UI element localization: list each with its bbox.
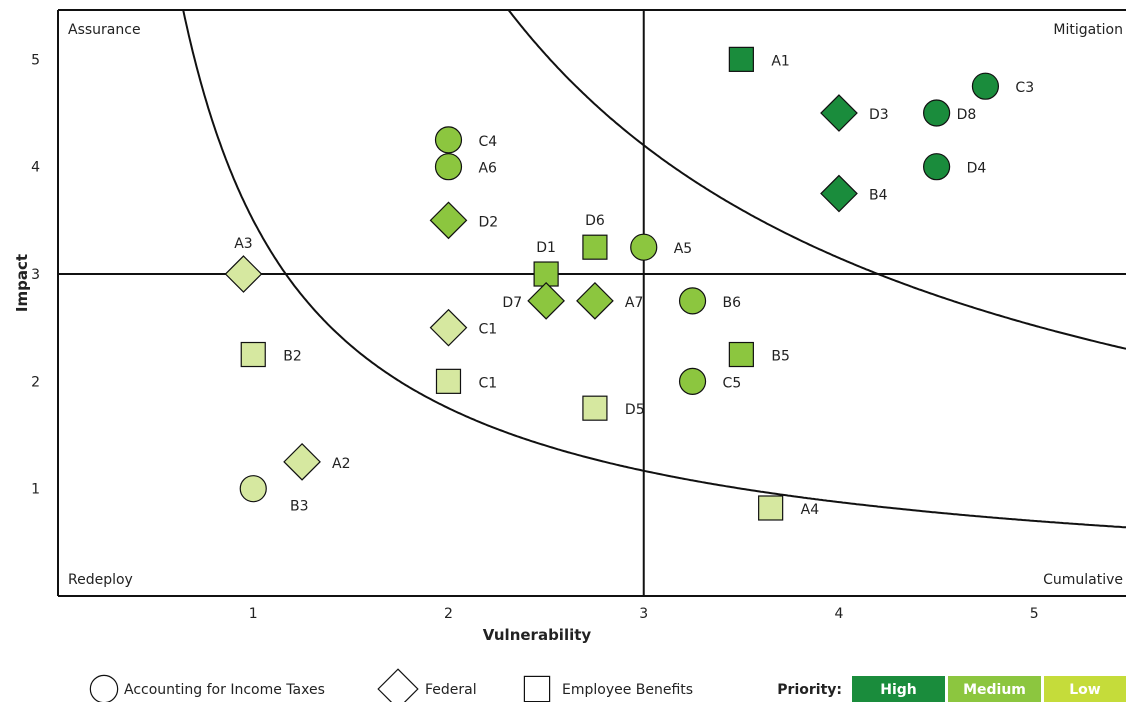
legend-square-icon <box>523 675 551 702</box>
data-point-label: C1 <box>478 322 497 338</box>
quadrant-label-mitigation: Mitigation <box>1053 22 1123 38</box>
data-point-label: B5 <box>771 349 790 365</box>
data-point-label: B2 <box>283 349 302 365</box>
data-point-label: D3 <box>869 107 889 123</box>
priority-label-high: High <box>880 682 917 698</box>
data-point-label: D4 <box>967 161 987 177</box>
y-tick-label: 2 <box>31 374 40 390</box>
x-tick-label: 2 <box>444 606 453 622</box>
data-point-marker <box>527 282 565 320</box>
data-point-label: A3 <box>234 236 252 252</box>
data-point-label: C1 <box>478 375 497 391</box>
priority-legend-title: Priority: <box>777 682 842 698</box>
priority-swatch-high <box>852 676 945 702</box>
data-point-label: D8 <box>957 107 977 123</box>
priority-swatch-low <box>1044 676 1126 702</box>
data-point-marker <box>923 99 951 127</box>
legend-label: Accounting for Income Taxes <box>124 682 325 698</box>
data-point-marker <box>678 287 707 315</box>
data-point-label: D6 <box>585 213 605 229</box>
data-point-label: D1 <box>536 240 556 256</box>
legend-label: Federal <box>425 682 477 698</box>
data-point-label: A6 <box>478 161 497 177</box>
legend-diamond-icon <box>377 668 419 702</box>
data-point-marker <box>239 475 267 503</box>
data-point-marker <box>429 201 468 240</box>
legend-circle-icon <box>89 674 119 702</box>
data-point-marker <box>678 367 707 395</box>
data-point-marker <box>435 368 462 394</box>
data-point-label: C4 <box>478 134 497 150</box>
data-point-marker <box>728 341 754 368</box>
data-point-label: B4 <box>869 188 888 204</box>
data-point-label: A5 <box>674 241 692 257</box>
y-tick-label: 4 <box>31 160 40 176</box>
x-tick-label: 3 <box>639 606 648 622</box>
data-point-label: A4 <box>801 502 820 518</box>
data-point-marker <box>576 282 614 320</box>
x-tick-label: 1 <box>249 606 258 622</box>
data-point-label: C5 <box>723 375 742 391</box>
priority-label-medium: Medium <box>963 682 1026 698</box>
data-point-label: A2 <box>332 456 350 472</box>
y-tick-label: 1 <box>31 482 40 498</box>
data-point-label: A1 <box>771 53 789 69</box>
quadrant-label-cumulative: Cumulative <box>1043 572 1123 588</box>
data-point-label: B3 <box>290 499 309 515</box>
data-point-marker <box>240 341 266 368</box>
quadrant-label-redeploy: Redeploy <box>68 572 133 588</box>
data-point-marker <box>630 233 658 261</box>
data-point-marker <box>971 72 1000 100</box>
data-point-marker <box>283 442 321 481</box>
data-point-marker <box>923 153 951 181</box>
data-point-marker <box>429 308 468 347</box>
data-point-marker <box>758 495 784 521</box>
data-point-marker <box>728 46 754 72</box>
threshold-curve-2 <box>507 10 1126 350</box>
x-axis-title: Vulnerability <box>483 626 592 644</box>
quadrant-label-assurance: Assurance <box>68 22 141 38</box>
data-point-label: B6 <box>723 295 742 311</box>
data-point-marker <box>224 255 263 293</box>
data-point-marker <box>820 94 858 132</box>
y-axis-title: Impact <box>13 254 31 312</box>
data-point-marker <box>582 234 608 260</box>
y-tick-label: 3 <box>31 267 40 283</box>
data-point-label: C3 <box>1015 80 1034 96</box>
priority-swatch-medium <box>948 676 1041 702</box>
y-tick-label: 5 <box>31 52 40 68</box>
data-point-marker <box>582 395 608 421</box>
data-point-marker <box>434 153 463 181</box>
data-point-label: D5 <box>625 402 645 418</box>
data-point-label: D2 <box>478 214 498 230</box>
priority-label-low: Low <box>1069 682 1101 698</box>
data-point-label: D7 <box>502 295 522 311</box>
data-point-label: A7 <box>625 295 643 311</box>
x-tick-label: 4 <box>835 606 844 622</box>
x-tick-label: 5 <box>1030 606 1039 622</box>
data-point-marker <box>820 174 858 213</box>
threshold-curve-1 <box>182 10 1126 529</box>
data-point-marker <box>434 126 463 154</box>
legend-label: Employee Benefits <box>562 682 693 698</box>
